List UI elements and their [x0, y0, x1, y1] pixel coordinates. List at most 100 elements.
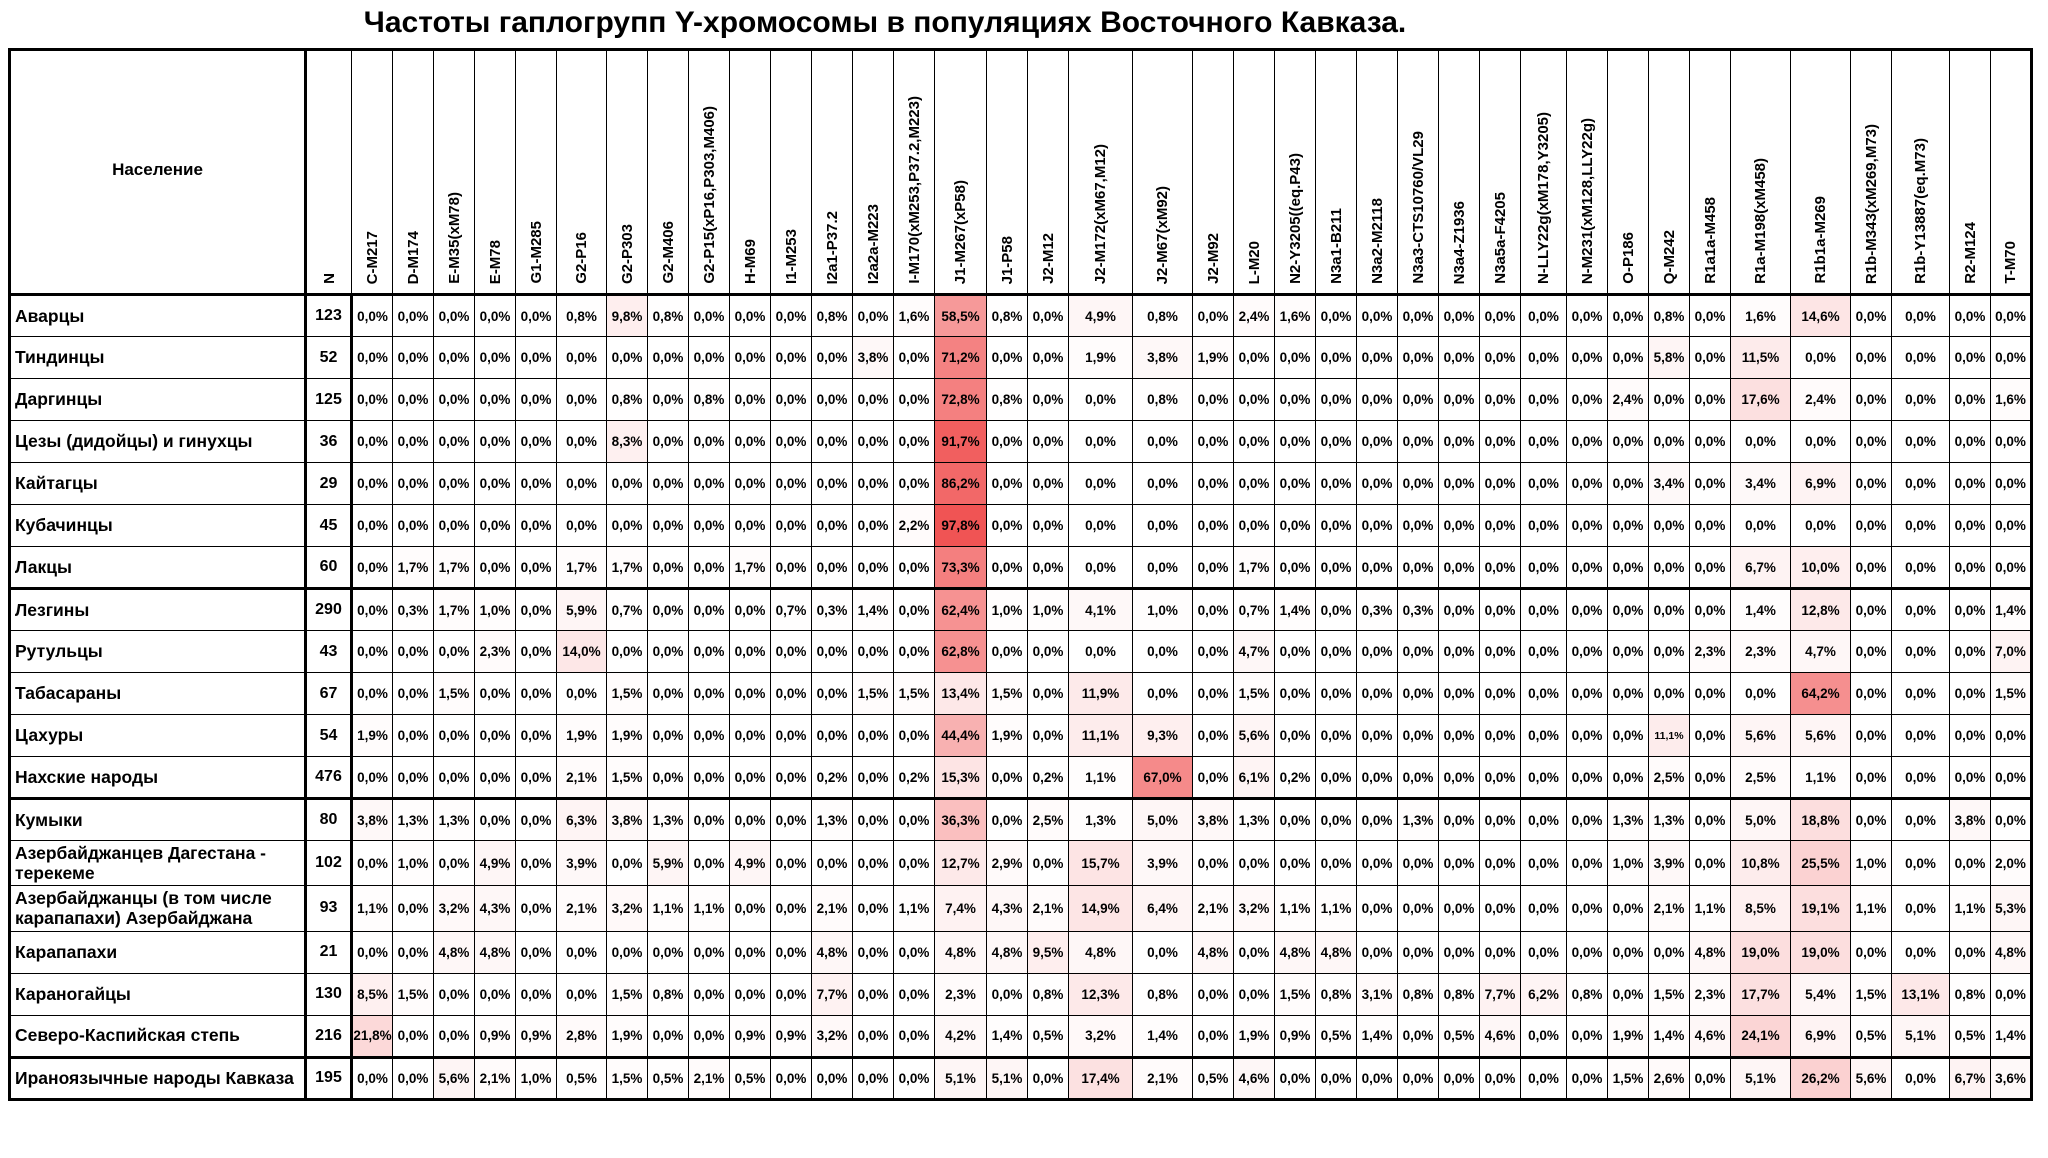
frequency-cell: 0,0% — [556, 504, 607, 547]
frequency-cell: 3,4% — [1648, 462, 1690, 505]
frequency-cell: 72,8% — [934, 378, 987, 421]
frequency-cell: 0,0% — [1315, 756, 1357, 800]
frequency-cell: 19,0% — [1730, 930, 1791, 974]
frequency-cell: 0,0% — [1566, 462, 1608, 505]
table-row: Кубачинцы 45 0,0% 0,0% 0,0% 0,0% 0,0% 0,0% 0,0% 0… — [9, 504, 2032, 547]
frequency-cell: 0,0% — [852, 546, 894, 590]
frequency-cell: 0,0% — [811, 630, 853, 673]
frequency-cell: 3,4% — [1730, 462, 1791, 505]
frequency-cell: 0,0% — [392, 1014, 434, 1059]
frequency-cell: 3,6% — [1990, 1056, 2032, 1100]
frequency-cell: 7,7% — [811, 972, 853, 1016]
frequency-cell: 0,0% — [1607, 672, 1649, 715]
frequency-cell: 0,0% — [474, 462, 516, 505]
frequency-cell: 0,2% — [1027, 756, 1069, 800]
population-name: Северо-Каспийская степь — [9, 1014, 307, 1059]
frequency-cell: 0,0% — [1438, 885, 1480, 932]
frequency-cell: 6,9% — [1790, 462, 1851, 505]
frequency-cell: 0,0% — [688, 588, 730, 631]
frequency-cell: 0,0% — [688, 294, 730, 337]
frequency-cell: 14,0% — [556, 630, 607, 673]
population-name: Нахские народы — [9, 756, 307, 800]
frequency-cell: 0,0% — [1027, 378, 1069, 421]
population-name: Кумыки — [9, 798, 307, 841]
frequency-cell: 0,0% — [688, 630, 730, 673]
frequency-cell: 0,0% — [1949, 546, 1991, 590]
haplogroup-column-header: I1-M253 — [770, 49, 812, 296]
haplogroup-column-header: I-M170(xM253,P37.2,M223) — [893, 49, 935, 296]
frequency-cell: 2,5% — [1730, 756, 1791, 800]
frequency-cell: 0,0% — [1648, 588, 1690, 631]
frequency-cell: 0,0% — [556, 336, 607, 379]
frequency-cell: 0,0% — [729, 714, 771, 757]
frequency-cell: 4,8% — [1689, 930, 1731, 974]
frequency-cell: 0,0% — [729, 504, 771, 547]
frequency-cell: 12,3% — [1068, 972, 1133, 1016]
frequency-cell: 11,9% — [1068, 672, 1133, 715]
sample-size-value: 195 — [305, 1056, 353, 1100]
frequency-cell: 0,0% — [852, 630, 894, 673]
frequency-cell: 1,3% — [647, 798, 689, 841]
frequency-cell: 12,8% — [1790, 588, 1851, 631]
frequency-cell: 6,7% — [1730, 546, 1791, 590]
frequency-cell: 2,3% — [1689, 972, 1731, 1016]
frequency-cell: 0,0% — [770, 798, 812, 841]
sample-size-value: 43 — [305, 630, 353, 673]
frequency-cell: 0,0% — [1397, 756, 1439, 800]
frequency-cell: 0,0% — [1027, 714, 1069, 757]
frequency-cell: 0,0% — [1850, 798, 1892, 841]
frequency-cell: 58,5% — [934, 294, 987, 337]
frequency-cell: 0,0% — [606, 504, 648, 547]
frequency-cell: 0,0% — [351, 504, 393, 547]
frequency-cell: 1,3% — [1397, 798, 1439, 841]
frequency-cell: 0,5% — [1438, 1014, 1480, 1059]
frequency-cell: 0,0% — [392, 930, 434, 974]
frequency-cell: 0,0% — [893, 930, 935, 974]
frequency-cell: 1,0% — [986, 588, 1028, 631]
frequency-cell: 2,5% — [1027, 798, 1069, 841]
frequency-cell: 0,0% — [351, 462, 393, 505]
frequency-cell: 0,0% — [556, 420, 607, 463]
frequency-cell: 1,6% — [893, 294, 935, 337]
haplogroup-column-header-label: I-M170(xM253,P37.2,M223) — [905, 96, 923, 284]
haplogroup-column-header-label: C-M217 — [363, 230, 381, 284]
frequency-cell: 0,0% — [606, 462, 648, 505]
haplogroup-column-header: G1-M285 — [515, 49, 557, 296]
frequency-cell: 0,0% — [986, 336, 1028, 379]
frequency-cell: 0,0% — [770, 504, 812, 547]
frequency-cell: 0,0% — [1566, 420, 1608, 463]
frequency-cell: 0,0% — [474, 294, 516, 337]
frequency-cell: 3,8% — [1132, 336, 1193, 379]
frequency-cell: 1,1% — [1790, 756, 1851, 800]
haplogroup-column-header: N3a3-CTS10760/VL29 — [1397, 49, 1439, 296]
haplogroup-column-header: R1a1a-M458 — [1689, 49, 1731, 296]
frequency-cell: 0,0% — [433, 1014, 475, 1059]
frequency-cell: 0,0% — [1438, 630, 1480, 673]
frequency-cell: 0,8% — [647, 294, 689, 337]
sample-size-value: 54 — [305, 714, 353, 757]
frequency-cell: 0,0% — [1479, 336, 1521, 379]
frequency-cell: 0,0% — [811, 420, 853, 463]
frequency-cell: 0,8% — [1397, 972, 1439, 1016]
frequency-cell: 26,2% — [1790, 1056, 1851, 1100]
frequency-cell: 0,0% — [1850, 420, 1892, 463]
frequency-cell: 11,1% — [1068, 714, 1133, 757]
frequency-cell: 0,0% — [433, 756, 475, 800]
frequency-cell: 1,7% — [556, 546, 607, 590]
frequency-cell: 0,0% — [1990, 546, 2032, 590]
frequency-cell: 0,0% — [392, 504, 434, 547]
frequency-cell: 0,0% — [1607, 294, 1649, 337]
frequency-cell: 0,0% — [392, 336, 434, 379]
haplogroup-column-header-label: J2-M92 — [1204, 233, 1222, 284]
frequency-cell: 0,0% — [474, 756, 516, 800]
population-name: Тиндинцы — [9, 336, 307, 379]
frequency-cell: 0,0% — [1520, 1014, 1567, 1059]
frequency-cell: 0,0% — [1891, 885, 1950, 932]
frequency-cell: 0,0% — [1689, 378, 1731, 421]
frequency-cell: 0,0% — [1438, 504, 1480, 547]
frequency-cell: 0,0% — [1607, 504, 1649, 547]
header-row: Население N C-M217 D-M174 E-M35(xM78) E-M78… — [9, 49, 2032, 296]
frequency-cell: 1,5% — [392, 972, 434, 1016]
frequency-cell: 62,8% — [934, 630, 987, 673]
frequency-cell: 0,0% — [1891, 839, 1950, 887]
